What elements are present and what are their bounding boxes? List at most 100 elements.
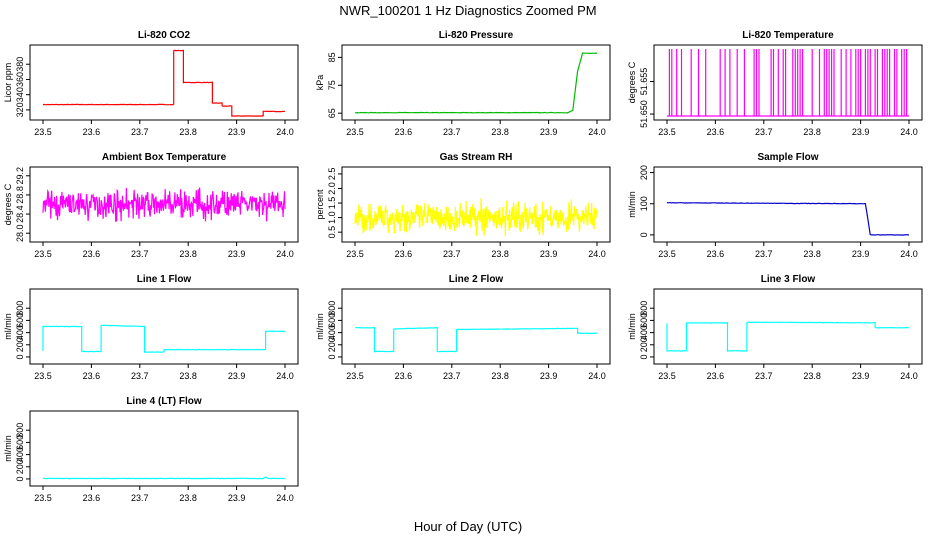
y-tick-label: 100 — [639, 196, 649, 211]
plot-frame — [653, 44, 923, 121]
panel-3: Li-820 Temperature degrees C 23.5 23.6 23.7 2… — [627, 30, 923, 137]
x-tick-label: 23.7 — [443, 249, 461, 259]
x-tick-label: 24.0 — [276, 249, 294, 259]
x-axis-label: Hour of Day (UTC) — [414, 519, 522, 534]
x-tick-label: 23.5 — [34, 493, 52, 503]
data-trace — [42, 324, 286, 353]
panel-6: Sample Flow ml/min 23.5 23.6 23.7 23.8 23.9 24.… — [627, 152, 923, 259]
x-tick-label: 23.5 — [346, 127, 364, 137]
y-tick-label: 0 — [639, 354, 649, 359]
x-tick-label: 23.9 — [852, 371, 870, 381]
y-axis-label: degrees C — [627, 61, 637, 103]
y-tick-label: 800 — [15, 301, 25, 316]
x-tick-label: 23.7 — [443, 371, 461, 381]
panel-title: Line 3 Flow — [761, 274, 816, 285]
y-tick-label: 28.0 — [15, 224, 25, 242]
x-tick-label: 23.6 — [395, 371, 413, 381]
x-tick-label: 23.5 — [658, 249, 676, 259]
plot-frame — [341, 44, 611, 121]
y-tick-label: 0.5 — [327, 226, 337, 239]
y-axis-label: ml/min — [3, 313, 13, 340]
data-trace — [354, 198, 598, 237]
plot-frame — [29, 166, 299, 243]
x-tick-label: 23.6 — [707, 249, 725, 259]
data-trace — [666, 321, 910, 352]
y-tick-label: 800 — [639, 301, 649, 316]
y-tick-label: 200 — [639, 165, 649, 180]
x-tick-label: 23.8 — [491, 127, 509, 137]
panel-title: Gas Stream RH — [440, 152, 513, 163]
x-tick-label: 23.9 — [540, 371, 558, 381]
x-tick-label: 23.5 — [658, 127, 676, 137]
x-tick-label: 23.8 — [803, 249, 821, 259]
panel-2: Li-820 Pressure kPa 23.5 23.6 23.7 23.8 23.9 24… — [315, 30, 611, 137]
x-tick-label: 23.6 — [395, 127, 413, 137]
x-tick-label: 23.9 — [540, 249, 558, 259]
y-tick-label: 2.5 — [327, 168, 337, 181]
panel-title: Line 2 Flow — [449, 274, 504, 285]
panel-7: Line 1 Flow ml/min 23.5 23.6 23.7 23.8 23.9 24.… — [3, 274, 299, 381]
y-tick-label: 28.4 — [15, 205, 25, 223]
data-trace — [355, 52, 598, 114]
data-trace — [666, 201, 909, 236]
x-tick-label: 23.8 — [179, 127, 197, 137]
y-tick-label: 0 — [15, 476, 25, 481]
y-tick-label: 200 — [639, 337, 649, 352]
x-tick-label: 24.0 — [276, 371, 294, 381]
y-axis-label: ml/min — [3, 435, 13, 462]
data-trace — [355, 326, 598, 353]
data-trace — [43, 476, 286, 480]
panel-8: Line 2 Flow ml/min 23.5 23.6 23.7 23.8 23.9 24.… — [315, 274, 611, 381]
x-tick-label: 24.0 — [588, 249, 606, 259]
panel-title: Li-820 CO2 — [138, 30, 191, 41]
x-tick-label: 23.7 — [443, 127, 461, 137]
x-tick-label: 23.5 — [34, 127, 52, 137]
y-tick-label: 51.655 — [639, 68, 649, 96]
panel-title: Li-820 Temperature — [742, 30, 834, 41]
y-tick-label: 75 — [327, 80, 337, 90]
x-tick-label: 23.9 — [852, 249, 870, 259]
x-tick-label: 23.9 — [228, 371, 246, 381]
y-tick-label: 200 — [327, 337, 337, 352]
panel-title: Li-820 Pressure — [439, 30, 514, 41]
x-tick-label: 23.6 — [395, 249, 413, 259]
x-tick-label: 24.0 — [588, 127, 606, 137]
y-tick-label: 320 — [15, 102, 25, 117]
x-tick-label: 23.5 — [658, 371, 676, 381]
x-tick-label: 24.0 — [276, 493, 294, 503]
y-tick-label: 380 — [15, 57, 25, 72]
panel-10: Line 4 (LT) Flow ml/min 23.5 23.6 23.7 23.8 23… — [3, 396, 299, 503]
y-tick-label: 600 — [15, 435, 25, 450]
x-tick-label: 24.0 — [900, 249, 918, 259]
panels: Li-820 CO2 Licor ppm 23.5 23.6 23.7 23.8 23.9 2… — [3, 30, 923, 503]
x-tick-label: 23.7 — [755, 249, 773, 259]
y-tick-label: 400 — [15, 325, 25, 340]
panel-1: Li-820 CO2 Licor ppm 23.5 23.6 23.7 23.8 23.9 2… — [3, 30, 299, 137]
x-tick-label: 23.8 — [491, 249, 509, 259]
x-tick-label: 23.8 — [803, 371, 821, 381]
y-tick-label: 600 — [639, 313, 649, 328]
panel-title: Ambient Box Temperature — [102, 152, 227, 163]
plot-frame — [29, 410, 299, 487]
y-tick-label: 200 — [15, 459, 25, 474]
panel-title: Line 4 (LT) Flow — [126, 396, 202, 407]
y-tick-label: 0 — [639, 232, 649, 237]
y-tick-label: 2.0 — [327, 182, 337, 195]
x-tick-label: 23.6 — [83, 249, 101, 259]
x-tick-label: 23.9 — [228, 127, 246, 137]
y-axis-label: degrees C — [3, 183, 13, 225]
x-tick-label: 23.7 — [755, 127, 773, 137]
y-tick-label: 29.2 — [15, 167, 25, 185]
x-tick-label: 23.8 — [179, 493, 197, 503]
y-tick-label: 1.5 — [327, 197, 337, 210]
y-axis-label: ml/min — [315, 313, 325, 340]
x-tick-label: 23.8 — [491, 371, 509, 381]
x-tick-label: 23.7 — [131, 127, 149, 137]
x-tick-label: 23.9 — [228, 249, 246, 259]
y-tick-label: 400 — [639, 325, 649, 340]
data-trace — [42, 187, 286, 222]
y-tick-label: 0 — [15, 354, 25, 359]
x-tick-label: 24.0 — [900, 127, 918, 137]
x-tick-label: 23.7 — [131, 249, 149, 259]
panel-5: Gas Stream RH percent 23.5 23.6 23.7 23.8 23.9… — [315, 152, 611, 259]
